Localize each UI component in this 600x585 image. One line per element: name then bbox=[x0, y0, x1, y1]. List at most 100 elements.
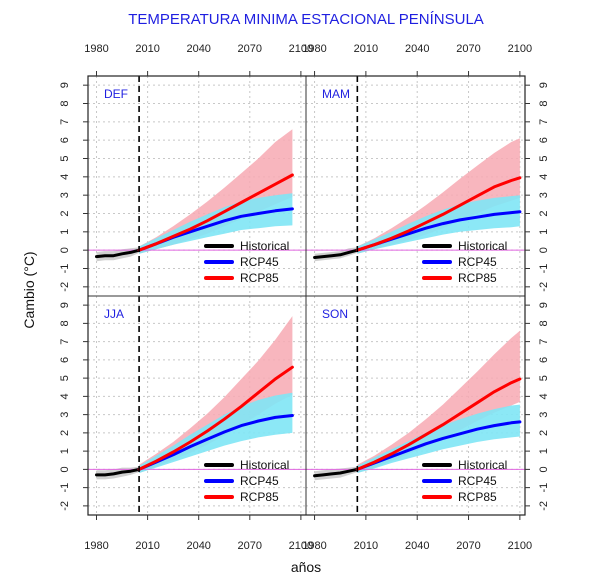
y-tick-label-left: 2 bbox=[59, 430, 71, 436]
band-rcp85 bbox=[139, 316, 293, 473]
y-tick-label-left: 5 bbox=[59, 155, 71, 161]
x-tick-label-bottom: 1980 bbox=[84, 540, 108, 552]
legend-label-rcp45: RCP45 bbox=[240, 474, 279, 488]
panel-label: DEF bbox=[104, 87, 128, 101]
panel-label: SON bbox=[322, 307, 348, 321]
plot-layer: DEF Historical RCP45 RCP85 MAM Historical RCP4… bbox=[59, 43, 550, 552]
x-tick-label-bottom: 2070 bbox=[238, 540, 262, 552]
y-tick-label-right: 3 bbox=[538, 412, 550, 418]
x-axis-label: años bbox=[291, 559, 321, 575]
series-line-rcp85 bbox=[137, 365, 294, 471]
y-tick-label-left: 5 bbox=[59, 375, 71, 381]
x-tick-label-bottom: 2100 bbox=[289, 540, 313, 552]
legend-label-rcp45: RCP45 bbox=[458, 474, 497, 488]
series-line-historical bbox=[313, 467, 359, 478]
series-line-rcp85 bbox=[355, 377, 522, 471]
series-line-historical bbox=[313, 248, 359, 259]
y-tick-label-left: 3 bbox=[59, 412, 71, 418]
x-tick-label-top: 2010 bbox=[135, 43, 159, 55]
panel-def: DEF Historical RCP45 RCP85 bbox=[87, 75, 307, 297]
x-tick-label-bottom: 2040 bbox=[186, 540, 210, 552]
y-tick-label-left: -1 bbox=[59, 483, 71, 493]
y-tick-label-right: 7 bbox=[538, 339, 550, 345]
y-tick-label-left: 6 bbox=[59, 137, 71, 143]
y-tick-label-left: -2 bbox=[59, 501, 71, 511]
outer-frame bbox=[87, 75, 526, 516]
y-tick-label-right: -2 bbox=[538, 282, 550, 292]
legend-label-historical: Historical bbox=[458, 239, 507, 253]
y-tick-label-right: 9 bbox=[538, 82, 550, 88]
legend-label-rcp85: RCP85 bbox=[458, 271, 497, 285]
y-tick-label-right: 8 bbox=[538, 100, 550, 106]
panel-son: SON Historical RCP45 RCP85 bbox=[305, 295, 526, 516]
y-tick-label-left: 7 bbox=[59, 339, 71, 345]
y-tick-label-right: 5 bbox=[538, 375, 550, 381]
series-line-rcp45 bbox=[355, 420, 522, 471]
legend-label-rcp45: RCP45 bbox=[458, 255, 497, 269]
series-line-historical bbox=[95, 248, 141, 259]
y-tick-label-right: 8 bbox=[538, 320, 550, 326]
y-tick-label-right: 6 bbox=[538, 137, 550, 143]
x-tick-label-top: 1980 bbox=[84, 43, 108, 55]
x-tick-label-bottom: 2040 bbox=[405, 540, 429, 552]
y-tick-label-left: 4 bbox=[59, 174, 71, 180]
y-tick-label-left: 1 bbox=[59, 448, 71, 454]
y-tick-label-right: 0 bbox=[538, 466, 550, 472]
legend-label-historical: Historical bbox=[240, 458, 289, 472]
y-tick-label-right: 1 bbox=[538, 229, 550, 235]
panel-label: MAM bbox=[322, 87, 350, 101]
y-tick-label-right: 9 bbox=[538, 302, 550, 308]
panel-jja: JJA Historical RCP45 RCP85 bbox=[87, 295, 307, 516]
x-tick-label-bottom: 2070 bbox=[456, 540, 480, 552]
y-tick-label-left: 9 bbox=[59, 302, 71, 308]
y-tick-label-left: 8 bbox=[59, 320, 71, 326]
y-tick-label-right: -1 bbox=[538, 264, 550, 274]
y-tick-label-left: 8 bbox=[59, 100, 71, 106]
band-rcp85 bbox=[357, 330, 520, 473]
series-line-rcp45 bbox=[137, 414, 294, 471]
x-tick-label-top: 2100 bbox=[289, 43, 313, 55]
y-tick-label-right: -2 bbox=[538, 501, 550, 511]
legend-label-rcp85: RCP85 bbox=[458, 490, 497, 504]
y-tick-label-right: 7 bbox=[538, 119, 550, 125]
x-tick-label-bottom: 2010 bbox=[354, 540, 378, 552]
x-tick-label-top: 2070 bbox=[238, 43, 262, 55]
band-rcp85 bbox=[357, 138, 520, 254]
y-tick-label-left: 7 bbox=[59, 119, 71, 125]
y-tick-label-right: 6 bbox=[538, 357, 550, 363]
y-tick-label-right: -1 bbox=[538, 483, 550, 493]
chart-title: TEMPERATURA MINIMA ESTACIONAL PENÍNSULA bbox=[128, 11, 484, 28]
legend-label-rcp85: RCP85 bbox=[240, 271, 279, 285]
y-tick-label-right: 1 bbox=[538, 448, 550, 454]
x-tick-label-bottom: 1980 bbox=[302, 540, 326, 552]
legend-label-rcp45: RCP45 bbox=[240, 255, 279, 269]
series-line-historical bbox=[95, 467, 141, 477]
x-tick-label-top: 1980 bbox=[302, 43, 326, 55]
x-tick-label-top: 2070 bbox=[456, 43, 480, 55]
y-axis-label: Cambio (°C) bbox=[21, 251, 37, 328]
series-line-rcp85 bbox=[355, 176, 522, 252]
y-tick-label-right: 2 bbox=[538, 210, 550, 216]
y-tick-label-right: 5 bbox=[538, 155, 550, 161]
y-tick-label-right: 0 bbox=[538, 247, 550, 253]
y-tick-label-left: 2 bbox=[59, 210, 71, 216]
y-tick-label-right: 3 bbox=[538, 192, 550, 198]
legend-label-rcp85: RCP85 bbox=[240, 490, 279, 504]
panel-label: JJA bbox=[104, 307, 124, 321]
y-tick-label-left: 6 bbox=[59, 357, 71, 363]
x-tick-label-top: 2040 bbox=[405, 43, 429, 55]
x-tick-label-bottom: 2100 bbox=[508, 540, 532, 552]
y-tick-label-left: 9 bbox=[59, 82, 71, 88]
panel-mam: MAM Historical RCP45 RCP85 bbox=[305, 75, 526, 297]
y-tick-label-left: -1 bbox=[59, 264, 71, 274]
y-tick-label-right: 4 bbox=[538, 393, 550, 399]
x-tick-label-top: 2010 bbox=[354, 43, 378, 55]
y-tick-label-right: 4 bbox=[538, 174, 550, 180]
y-tick-label-left: 0 bbox=[59, 466, 71, 472]
y-tick-label-left: 3 bbox=[59, 192, 71, 198]
legend-label-historical: Historical bbox=[240, 239, 289, 253]
y-tick-label-left: -2 bbox=[59, 282, 71, 292]
y-tick-label-right: 2 bbox=[538, 430, 550, 436]
series-line-rcp85 bbox=[137, 173, 294, 252]
